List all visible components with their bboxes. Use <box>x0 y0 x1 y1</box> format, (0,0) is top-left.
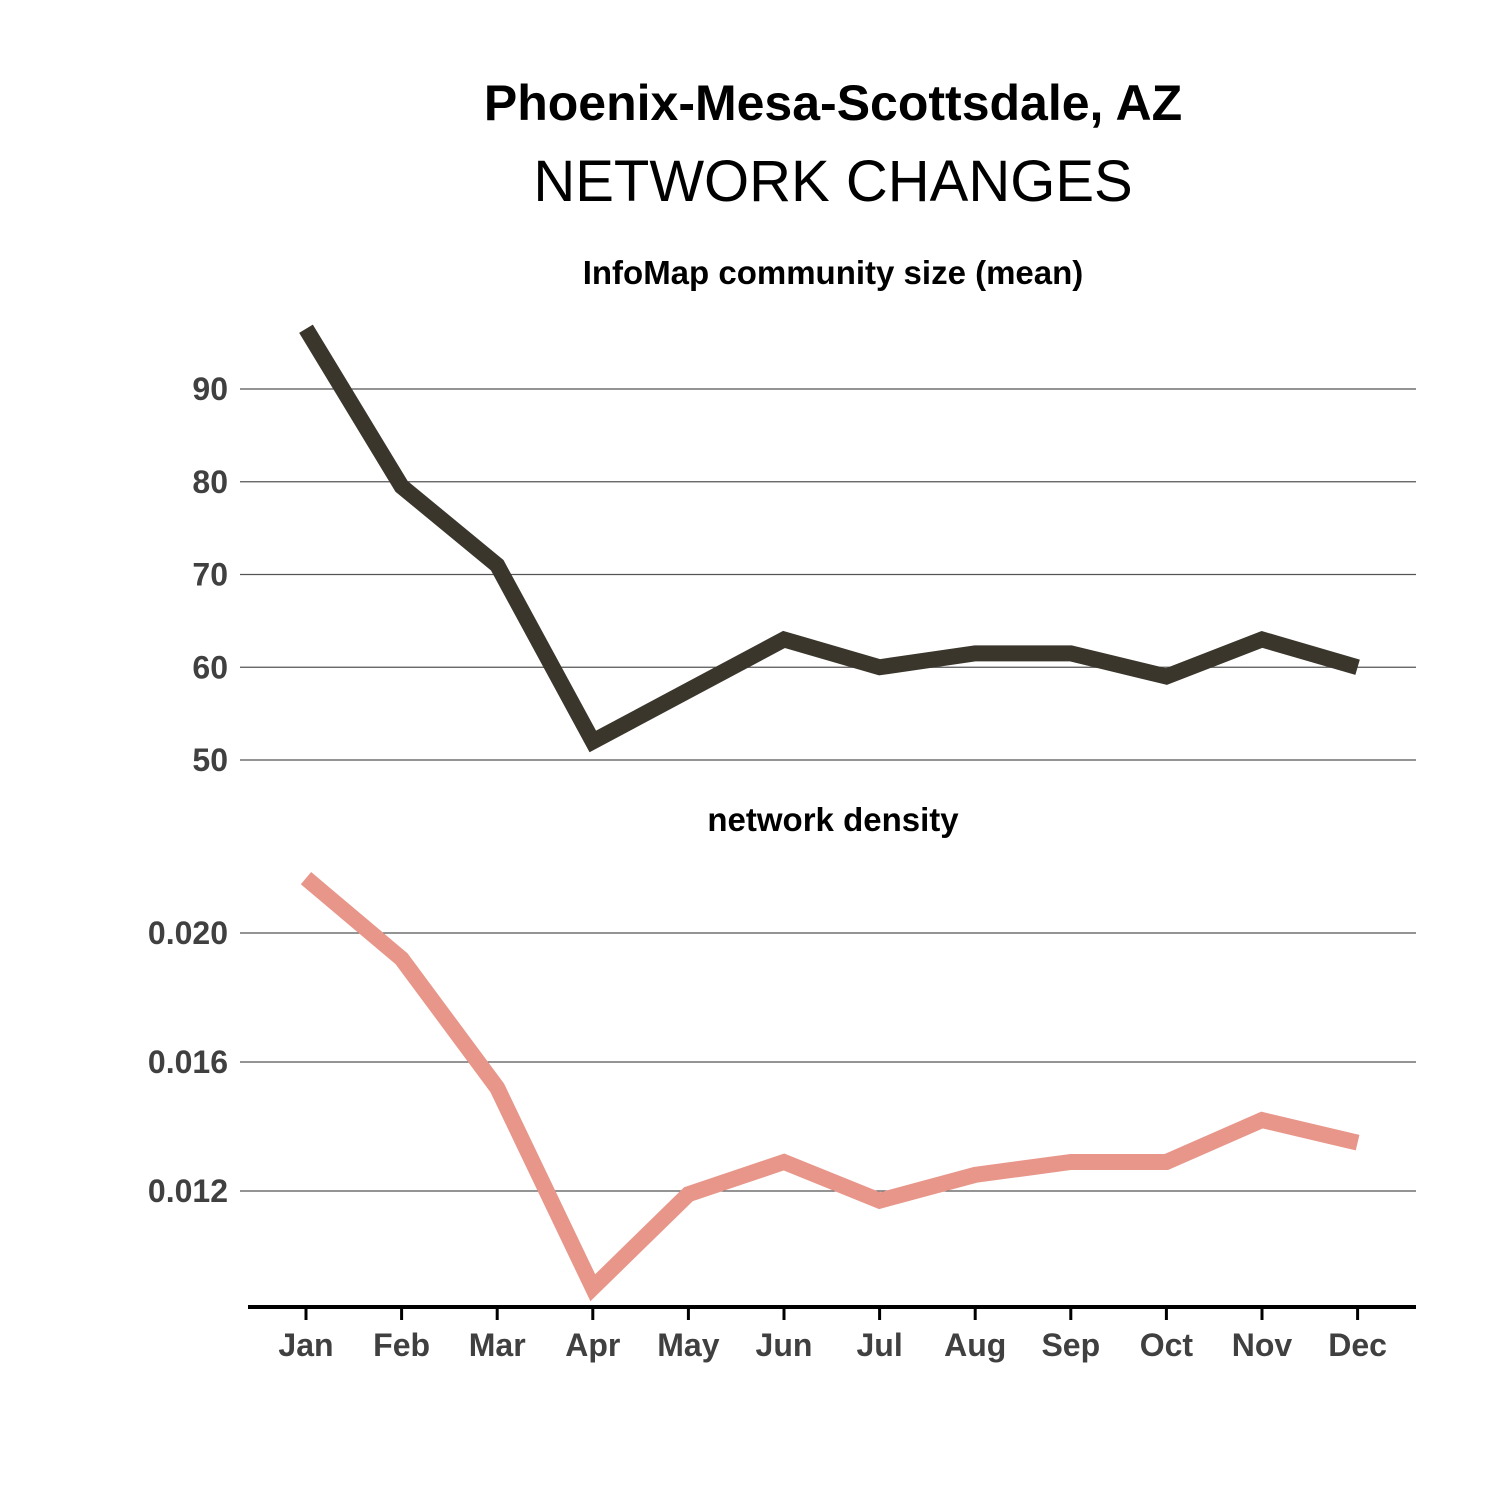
x-tick-label-jan: Jan <box>278 1327 333 1363</box>
x-tick-label-nov: Nov <box>1232 1327 1293 1363</box>
y-tick-label-1-0: 50 <box>192 742 228 778</box>
panel-title-network-density: network density <box>707 801 959 838</box>
x-tick-label-jul: Jul <box>856 1327 902 1363</box>
series-line-1 <box>299 324 1360 753</box>
y-tick-label-1-4: 90 <box>192 371 228 407</box>
chart-title: Phoenix-Mesa-Scottsdale, AZ <box>483 75 1183 131</box>
x-tick-label-dec: Dec <box>1328 1327 1387 1363</box>
x-tick-label-sep: Sep <box>1041 1327 1100 1363</box>
x-tick-label-aug: Aug <box>944 1327 1006 1363</box>
x-tick-label-jun: Jun <box>756 1327 813 1363</box>
series-line-2 <box>300 872 1360 1302</box>
x-tick-label-mar: Mar <box>469 1327 526 1363</box>
x-tick-label-apr: Apr <box>565 1327 620 1363</box>
y-tick-label-1-1: 60 <box>192 649 228 685</box>
chart-subtitle: NETWORK CHANGES <box>533 149 1133 214</box>
y-tick-label-2-1: 0.016 <box>148 1044 228 1080</box>
y-tick-label-2-2: 0.020 <box>148 915 228 951</box>
x-tick-label-feb: Feb <box>373 1327 430 1363</box>
y-tick-label-1-2: 70 <box>192 557 228 593</box>
y-tick-label-1-3: 80 <box>192 464 228 500</box>
x-tick-label-may: May <box>657 1327 719 1363</box>
x-tick-label-oct: Oct <box>1140 1327 1194 1363</box>
y-tick-label-2-0: 0.012 <box>148 1173 228 1209</box>
panel-title-community-size: InfoMap community size (mean) <box>582 254 1084 291</box>
